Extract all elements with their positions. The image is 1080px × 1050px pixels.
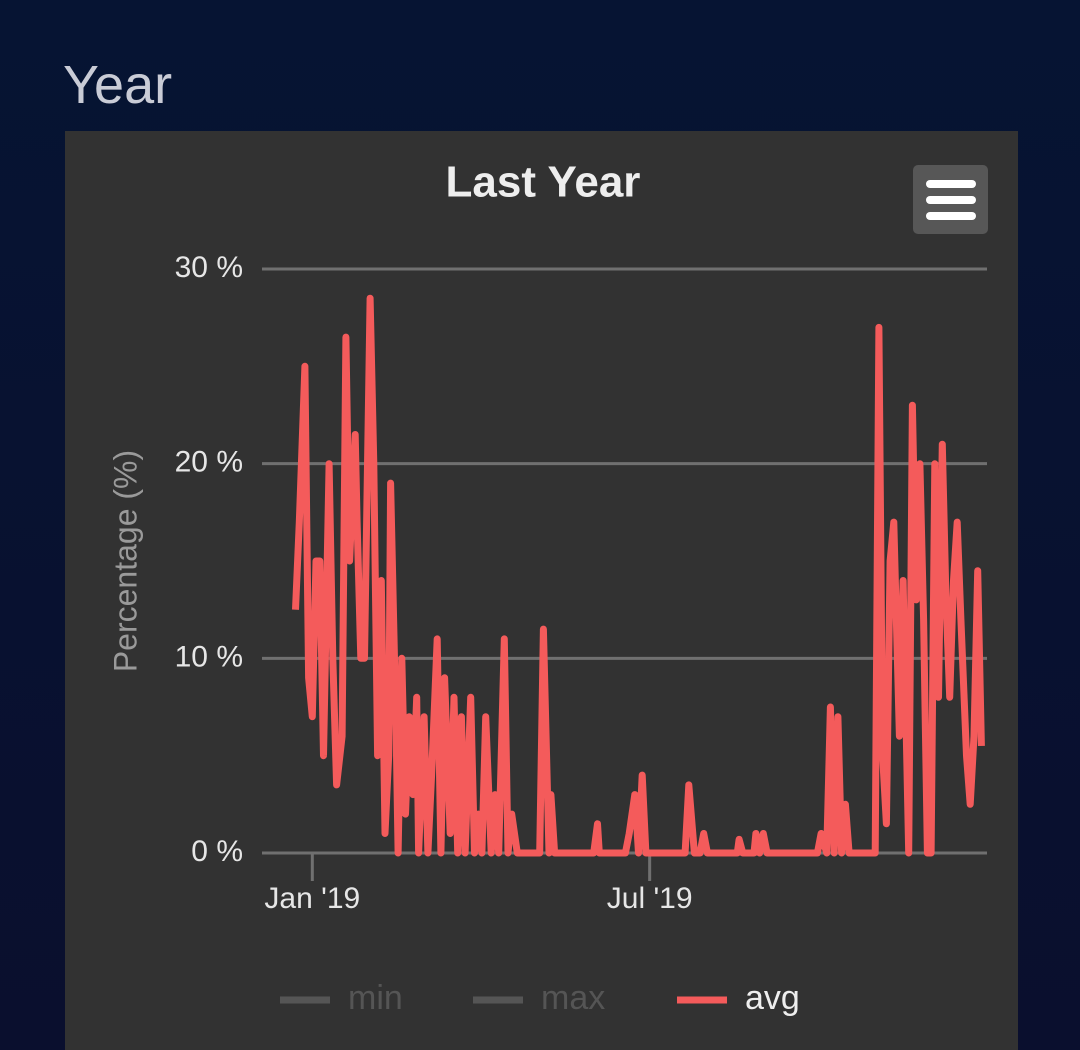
section-heading: Year <box>63 55 173 115</box>
y-tick-label: 20 % <box>175 446 243 479</box>
chart-title: Last Year <box>446 158 641 207</box>
data-line <box>292 294 985 857</box>
legend-label[interactable]: min <box>348 979 403 1017</box>
chart-card <box>65 131 1018 1050</box>
y-axis-title: Percentage (%) <box>107 450 143 672</box>
y-tick-label: 30 % <box>175 251 243 284</box>
x-tick-label: Jan '19 <box>264 882 360 915</box>
x-tick-label: Jul '19 <box>607 882 693 915</box>
y-tick-label: 10 % <box>175 640 243 673</box>
menu-button[interactable] <box>913 165 988 234</box>
legend-label[interactable]: avg <box>745 979 800 1017</box>
legend-label[interactable]: max <box>541 979 605 1017</box>
y-tick-label: 0 % <box>191 835 243 868</box>
